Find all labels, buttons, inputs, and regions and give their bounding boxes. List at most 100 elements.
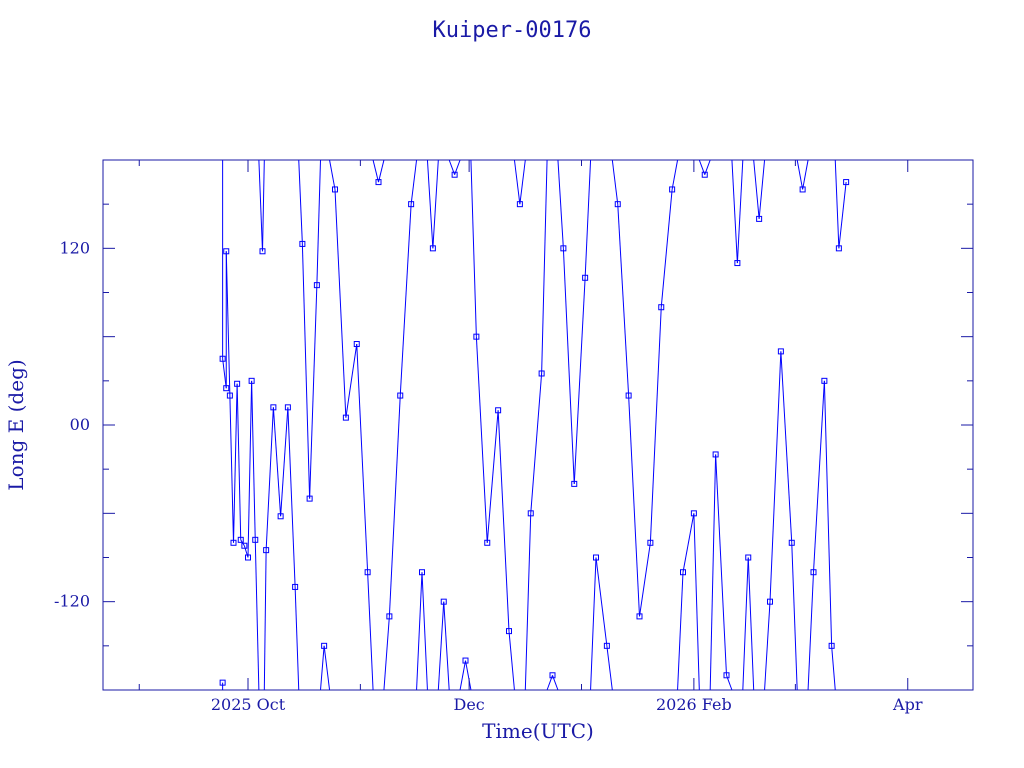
data-point [259,248,266,255]
trace-segment [758,159,771,691]
trace-line [747,557,755,691]
data-point [625,392,632,399]
x-axis-ticks: 2025 Oct Dec 2026 Feb Apr [138,160,923,714]
trace-line [243,545,249,558]
data-point [712,451,719,458]
trace-segment [410,159,423,691]
data-point [451,171,458,178]
trace-segment [802,159,814,691]
data-point [230,539,237,546]
trace-line [222,358,227,389]
trace-line [298,159,303,244]
trace-line [410,159,418,205]
trace-line [764,601,771,691]
trace-line [769,351,782,602]
trace-segment [552,159,564,691]
trace-segment [345,343,358,418]
trace-line [225,251,231,396]
trace-segment [606,159,619,691]
trace-line [356,344,369,573]
trace-line [294,586,300,691]
data-point [306,495,313,502]
trace-line [677,572,684,691]
data-point [767,598,773,605]
trace-line [671,159,679,190]
trace-segment [704,159,717,691]
trace-line [731,159,738,264]
data-point [835,245,842,252]
trace-segment [584,159,597,691]
trace-line [753,159,760,219]
data-point [828,642,835,649]
trace-line [251,380,256,540]
trace-line [802,159,809,190]
data-point [614,201,621,208]
trace-segment [530,373,543,514]
trace-segment [233,383,238,543]
data-point [241,542,248,549]
trace-line [508,631,515,691]
trace-segment [715,454,727,676]
trace-line [791,542,798,691]
data-point [364,569,371,576]
trace-segment [486,410,499,543]
trace-segment [562,248,575,484]
y-tick-label: -120 [54,592,90,611]
data-point [647,539,654,546]
x-tick-label: Dec [453,695,484,714]
trace-segment [265,407,274,551]
trace-line [258,159,263,252]
data-point [495,407,502,414]
y-tick-label: 120 [59,238,90,257]
trace-segment [316,159,325,691]
trace-segment [519,159,532,691]
trace-line [584,159,592,278]
trace-line [388,395,401,617]
trace-segment [595,557,608,646]
trace-line [796,159,804,190]
trace-segment [831,159,840,691]
data-point [313,282,320,289]
trace-line [280,407,289,517]
trace-line [617,204,630,396]
trace-line [693,513,700,691]
trace-line [513,159,521,205]
trace-line [378,159,385,183]
trace-segment [769,351,782,602]
trace-segment [254,159,263,691]
data-point [408,201,415,208]
data-point [690,510,697,517]
trace-segment [736,159,749,691]
trace-segment [693,159,706,691]
trace-segment [421,159,434,691]
data-point [799,186,806,193]
trace-segment [367,159,379,691]
trace-line [323,645,331,691]
trace-line [367,572,374,691]
trace-line [254,539,260,691]
data-point [788,539,795,546]
trace-line [372,159,379,183]
data-point [516,201,523,208]
trace-segment [823,380,833,646]
trace-segment [660,189,673,308]
data-point [484,539,491,546]
trace-line [309,285,318,499]
trace-line [263,550,267,691]
trace-line [236,383,242,540]
data-point [252,536,259,543]
trace-line [649,307,662,543]
trace-line [334,189,347,418]
y-axis-label: Long E (deg) [4,359,28,490]
trace-line [807,572,814,691]
trace-segment [280,407,289,517]
data-point [473,333,480,340]
trace-line [573,277,586,484]
trace-line [780,351,793,543]
trace-line [399,204,412,396]
trace-line [524,513,532,691]
trace-segment [229,395,234,543]
trace-line [628,395,640,617]
trace-segment [838,182,847,249]
data-point [223,385,230,392]
